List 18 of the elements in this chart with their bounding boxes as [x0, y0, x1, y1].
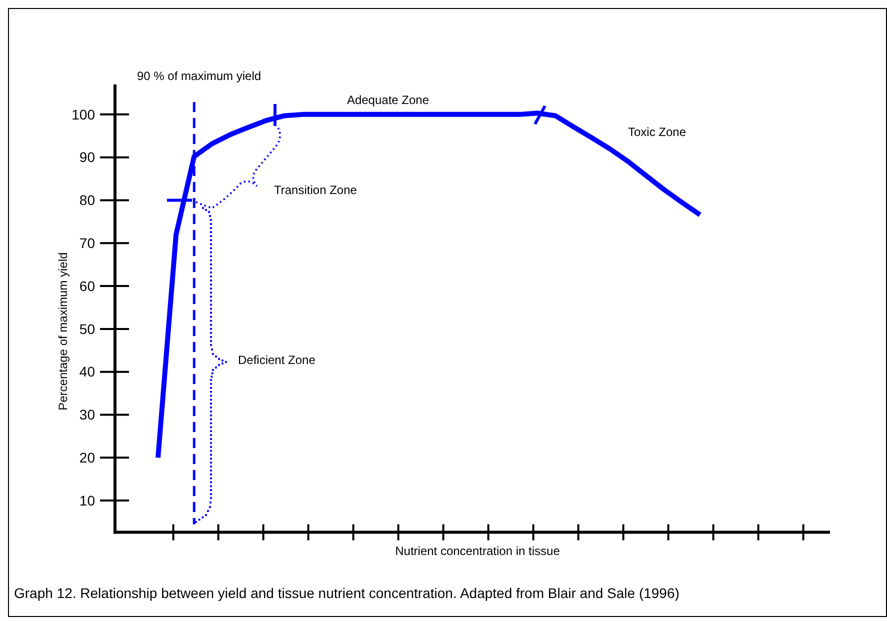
- y-axis-title: Percentage of maximum yield: [56, 252, 70, 410]
- y-tick-label: 20: [79, 450, 96, 466]
- y-tick-label: 80: [79, 192, 96, 208]
- y-tick-label: 50: [79, 320, 96, 337]
- annotation: Toxic Zone: [628, 125, 686, 139]
- y-tick-label: 10: [79, 492, 96, 508]
- text: 90 % of maximum yield: [137, 69, 262, 83]
- y-tick-label: 90: [79, 149, 96, 166]
- y-tick-label: 60: [79, 278, 96, 294]
- y-tick-label: 100: [72, 106, 96, 122]
- annotation: Adequate Zone: [346, 93, 430, 107]
- caption: Graph 12. Relationship between yield and tissue nutrient concentration. Adapted from Blair and Sale (1996): [14, 585, 680, 601]
- y-tick-label: 40: [79, 364, 96, 380]
- y-tick-label: 70: [79, 235, 96, 252]
- annotation: Transition Zone: [274, 183, 358, 197]
- x-axis-title: Nutrient concentration in tissue: [395, 544, 560, 558]
- annotation: Deficient Zone: [238, 353, 316, 367]
- y-tick-label: 30: [79, 406, 96, 423]
